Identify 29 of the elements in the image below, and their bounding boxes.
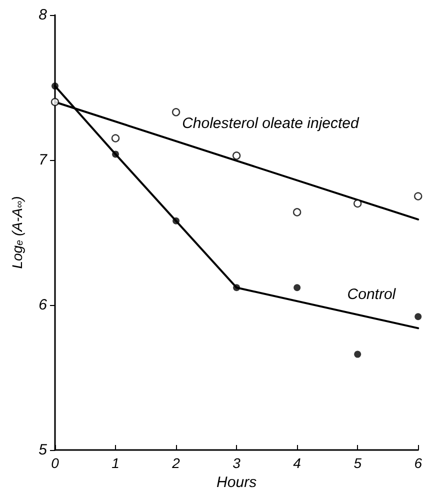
y-axis-title: Loge (A-A∞) <box>9 196 26 269</box>
x-tick-label: 5 <box>354 455 362 471</box>
point <box>112 150 120 158</box>
point <box>233 284 240 292</box>
x-tick-label: 3 <box>232 455 241 471</box>
series-label: Cholesterol oleate injected <box>182 115 360 132</box>
series-label: Control <box>347 286 396 303</box>
y-tick-label: 7 <box>38 152 48 168</box>
x-tick-label: 1 <box>112 455 120 471</box>
x-tick-label: 4 <box>293 455 302 471</box>
x-tick-label: 2 <box>171 455 180 471</box>
y-tick-label: 5 <box>38 442 48 458</box>
point <box>414 313 422 320</box>
point <box>172 217 180 224</box>
point <box>52 82 58 90</box>
x-tick-label: 0 <box>51 455 60 471</box>
point <box>232 152 241 160</box>
x-tick-label: 6 <box>414 455 422 471</box>
point <box>292 208 302 216</box>
x-axis-title: Hours <box>216 474 258 491</box>
point <box>111 134 120 142</box>
point <box>354 350 362 358</box>
y-tick-label: 6 <box>38 296 48 314</box>
point <box>294 284 301 292</box>
point <box>353 199 362 208</box>
point <box>172 108 180 116</box>
point <box>50 98 60 106</box>
point <box>414 192 422 200</box>
y-tick-label: 8 <box>38 6 48 24</box>
